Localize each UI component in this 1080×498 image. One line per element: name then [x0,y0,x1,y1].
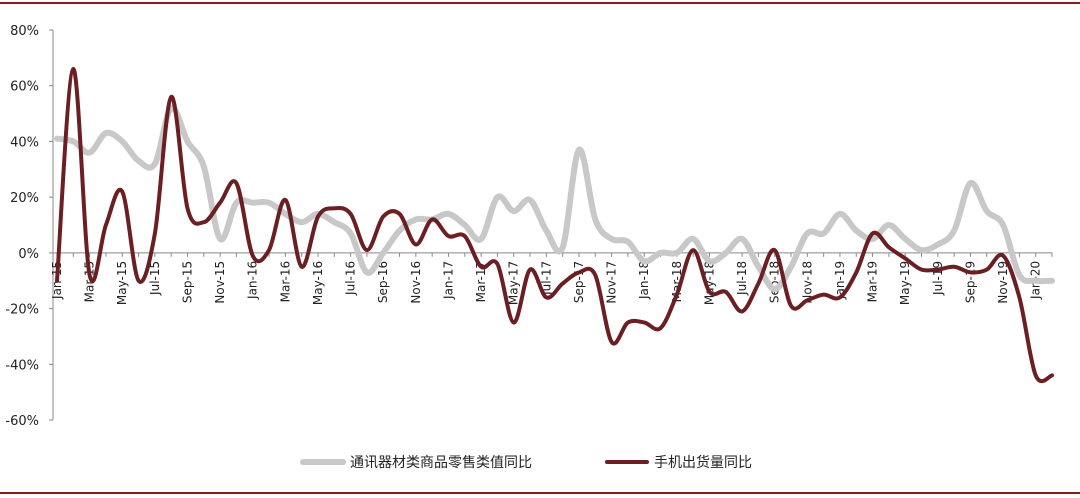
series-lines [54,66,1055,384]
x-tick-label: May-19 [898,261,912,305]
x-tick-label: Jul-17 [539,261,553,296]
x-tick-label: Mar-18 [670,261,684,302]
x-tick-label: Mar-19 [866,261,880,302]
bottom-border-line [0,492,1080,494]
legend: 通讯器材类商品零售类值同比 手机出货量同比 [300,454,752,471]
top-border-line [0,2,1080,4]
x-tick-label: Nov-15 [213,261,227,304]
y-tick-label: 80% [10,24,39,39]
x-tick-label: Nov-17 [605,261,619,304]
y-tick-label: 0% [18,247,39,262]
x-tick-label: Jul-19 [931,261,945,296]
x-tick-label: Nov-18 [800,261,814,304]
x-tick-label: Sep-16 [376,261,390,303]
x-tick-label: Mar-15 [83,261,97,302]
y-axis: 80% 60% 40% 20% 0% -20% -40% -60% [5,24,54,429]
x-tick-label: Jan-17 [441,261,455,300]
x-tick-label: Nov-19 [996,261,1010,304]
y-tick-label: -60% [5,414,39,429]
x-tick-label: Jan-16 [246,261,260,300]
x-tick-label: Jul-16 [344,261,358,296]
x-tick-label: Mar-17 [474,261,488,302]
x-tick-label: May-16 [311,261,325,305]
x-tick-label: Mar-16 [278,261,292,302]
x-tick-label: Sep-17 [572,261,586,303]
y-tick-label: -40% [5,358,39,373]
x-tick-label: Jul-15 [148,261,162,296]
x-tick-label: May-15 [115,261,129,305]
x-tick-label: Jan-18 [637,261,651,300]
series-line-1 [54,104,1055,293]
legend-label: 手机出货量同比 [654,454,752,471]
x-tick-label: Jul-18 [735,261,749,296]
y-tick-label: -20% [5,303,39,318]
x-tick-label: Sep-19 [963,261,977,303]
x-tick-label: May-17 [507,261,521,305]
legend-label: 通讯器材类商品零售类值同比 [350,455,532,471]
x-tick-label: Sep-15 [180,261,194,303]
x-tick-label: Jan-19 [833,261,847,300]
y-tick-label: 40% [10,135,39,150]
series-line-2 [55,66,1054,384]
x-tick-label: Sep-18 [768,261,782,303]
y-tick-label: 60% [10,80,39,95]
y-tick-label: 20% [10,191,39,206]
x-tick-label: Nov-16 [409,261,423,304]
